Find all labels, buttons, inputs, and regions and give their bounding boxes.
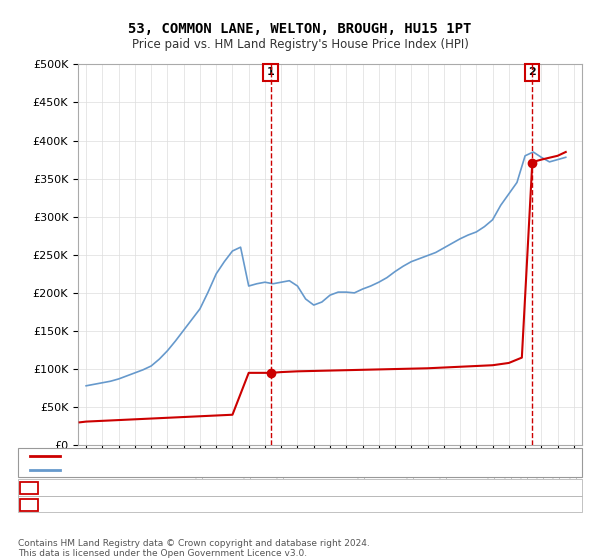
Text: 19% ↑ HPI: 19% ↑ HPI xyxy=(282,500,343,510)
Text: Price paid vs. HM Land Registry's House Price Index (HPI): Price paid vs. HM Land Registry's House … xyxy=(131,38,469,51)
Text: 53, COMMON LANE, WELTON, BROUGH, HU15 1PT: 53, COMMON LANE, WELTON, BROUGH, HU15 1P… xyxy=(128,22,472,36)
Text: Contains HM Land Registry data © Crown copyright and database right 2024.
This d: Contains HM Land Registry data © Crown c… xyxy=(18,539,370,558)
Text: 55% ↓ HPI: 55% ↓ HPI xyxy=(282,483,343,493)
Text: £95,000: £95,000 xyxy=(162,483,209,493)
Text: 53, COMMON LANE, WELTON, BROUGH, HU15 1PT (detached house): 53, COMMON LANE, WELTON, BROUGH, HU15 1P… xyxy=(64,451,404,461)
Text: 05-MAY-2006: 05-MAY-2006 xyxy=(45,483,119,493)
Text: HPI: Average price, detached house, East Riding of Yorkshire: HPI: Average price, detached house, East… xyxy=(64,465,366,475)
Text: 2: 2 xyxy=(529,67,536,77)
Text: 10-JUN-2022: 10-JUN-2022 xyxy=(45,500,119,510)
Text: 1: 1 xyxy=(26,483,33,493)
Text: £370,000: £370,000 xyxy=(162,500,216,510)
Text: 2: 2 xyxy=(26,500,33,510)
Text: 1: 1 xyxy=(267,67,275,77)
